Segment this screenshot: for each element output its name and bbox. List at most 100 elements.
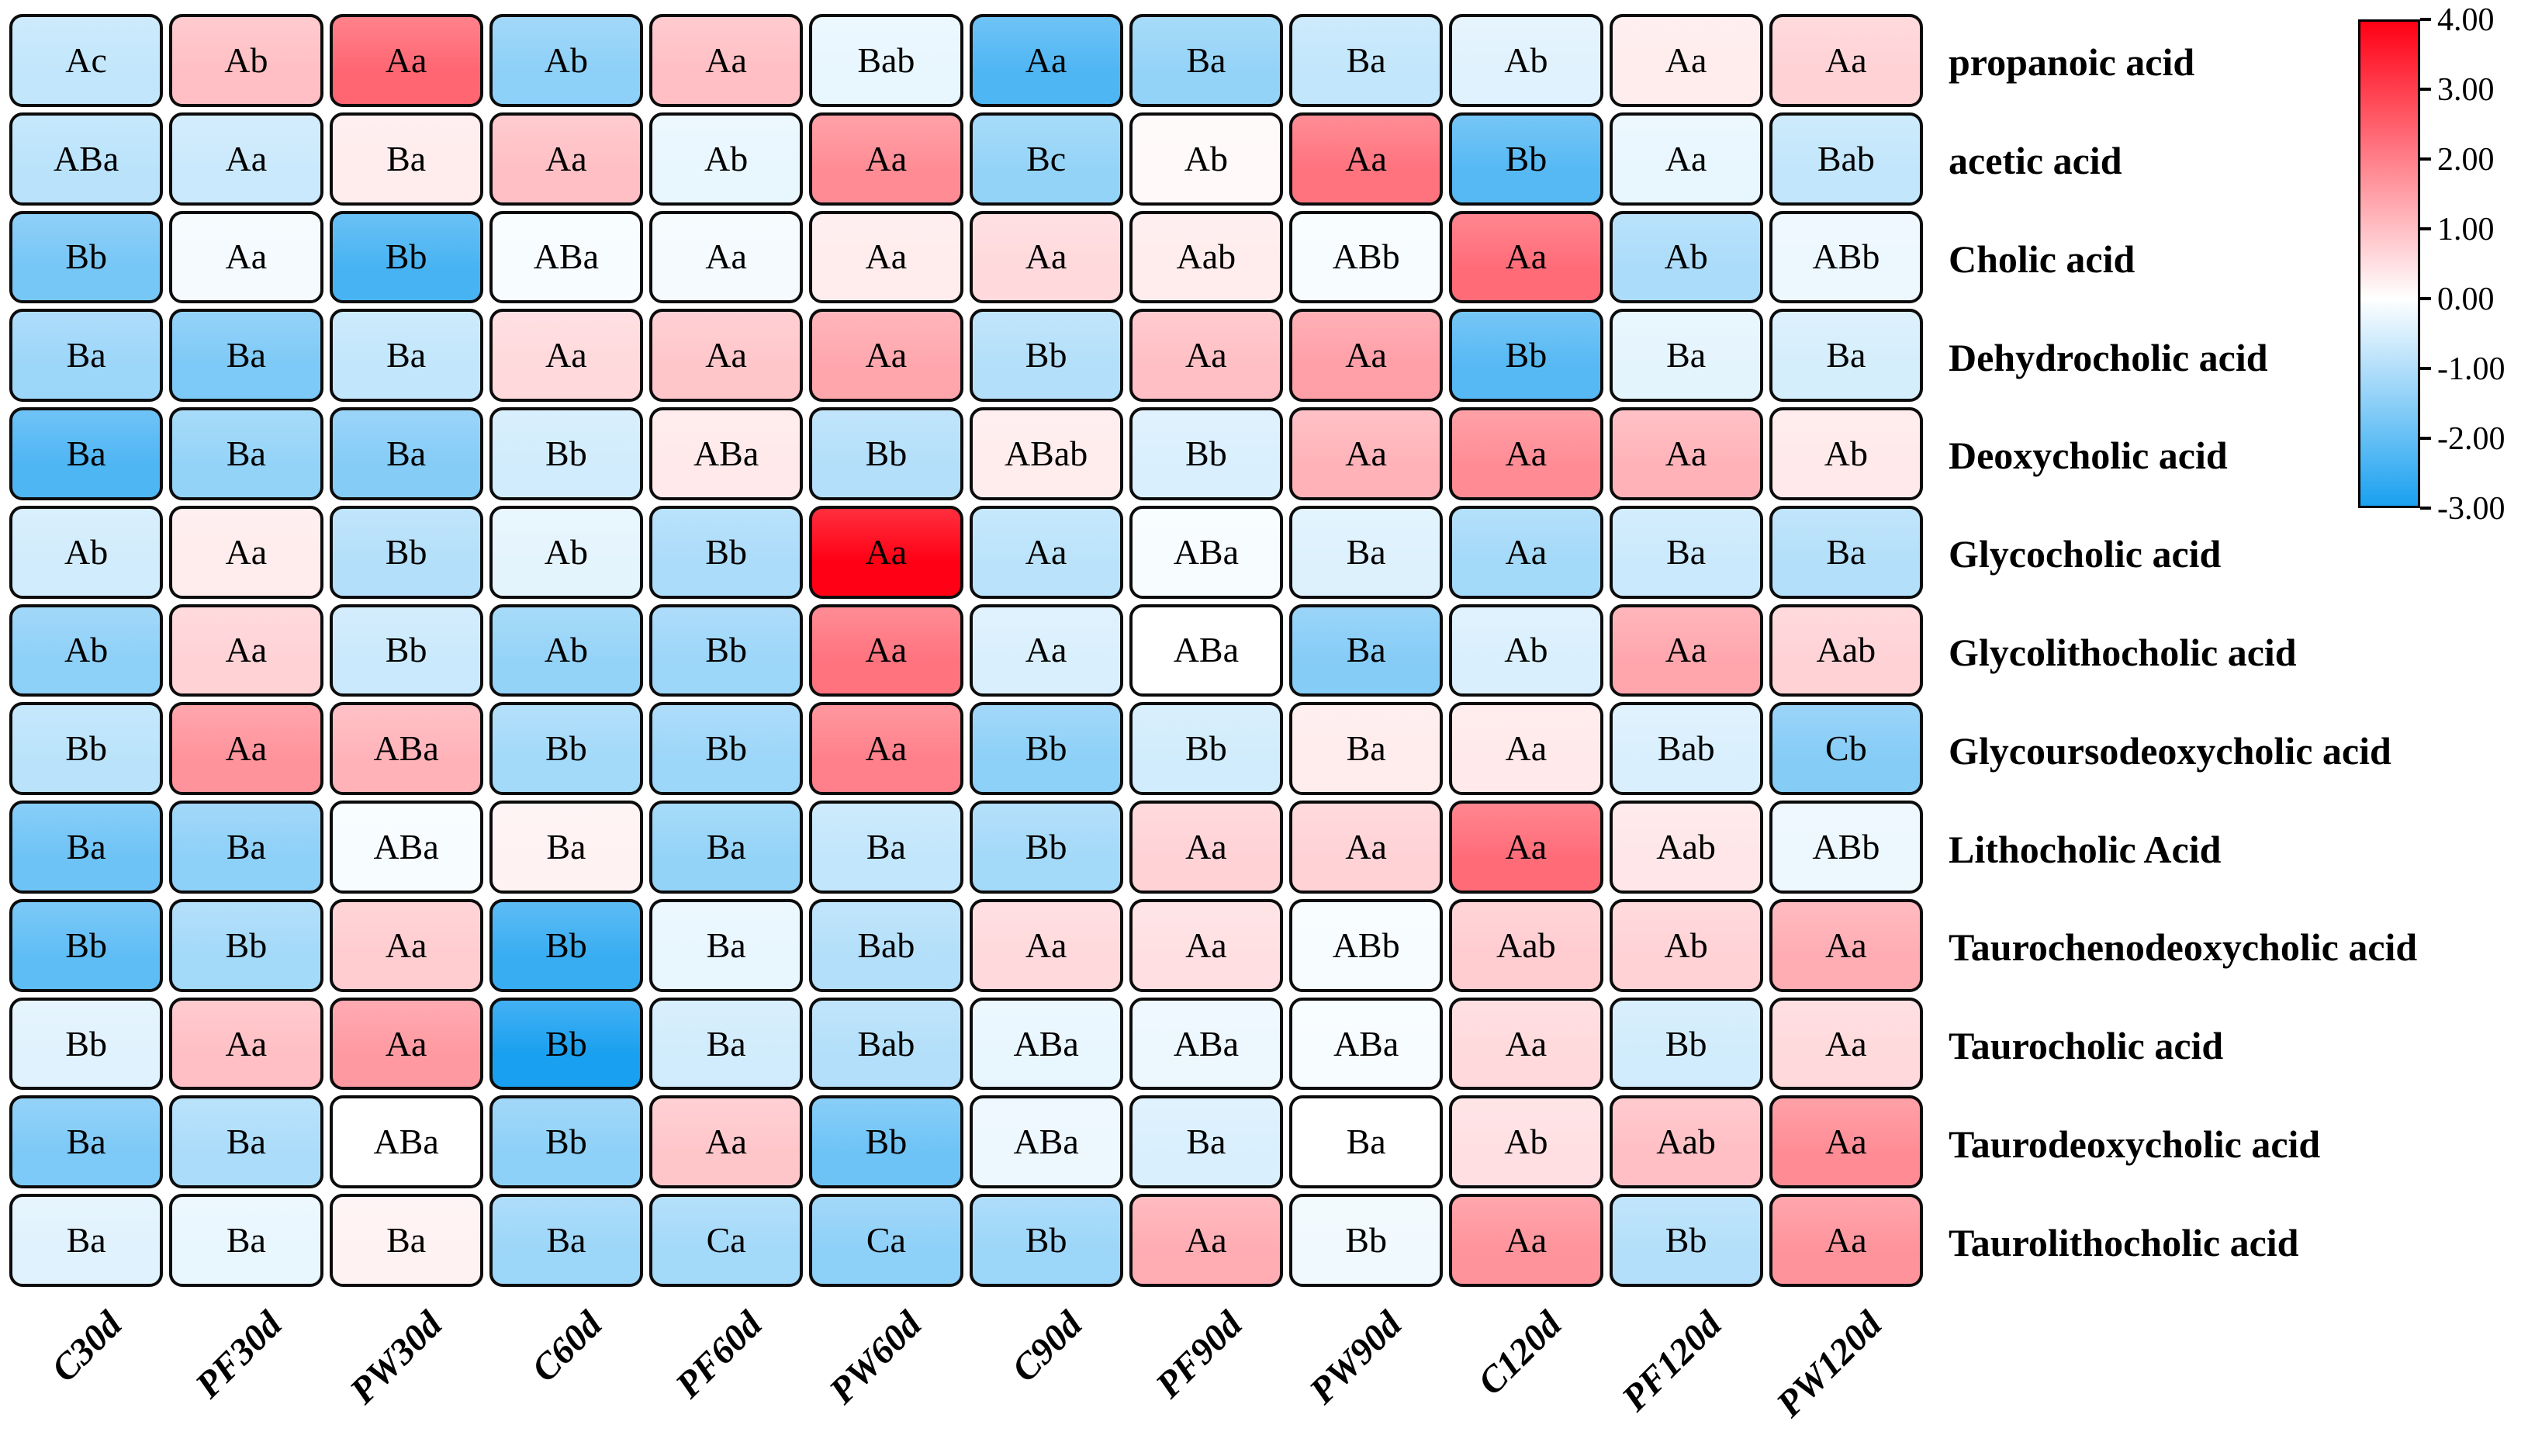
heatmap-cell: Ab — [1609, 210, 1763, 304]
cell-significance-label: Ac — [65, 40, 107, 80]
heatmap-cell: Aa — [809, 702, 963, 796]
heatmap-cell: Aa — [1769, 997, 1923, 1091]
cell-significance-label: Aa — [225, 237, 268, 277]
heatmap-cell: ABa — [329, 801, 483, 894]
heatmap-cell: Bb — [809, 1095, 963, 1189]
heatmap-cell: Aa — [1289, 801, 1444, 894]
cell-significance-label: Aab — [1176, 237, 1236, 277]
cell-significance-label: ABa — [1173, 630, 1240, 670]
cell-significance-label: Aab — [1496, 925, 1556, 965]
row-label: Taurocholic acid — [1949, 1023, 2224, 1067]
heatmap-cell: Aa — [1449, 997, 1603, 1091]
cell-significance-label: Bb — [65, 1023, 107, 1063]
heatmap-cell: Ba — [9, 309, 164, 403]
heatmap-cell: Ba — [1289, 603, 1444, 697]
heatmap-cell: Aa — [1609, 112, 1763, 206]
heatmap-cell: Ba — [1769, 309, 1923, 403]
cell-significance-label: Bb — [385, 237, 427, 277]
heatmap-cell: Bb — [329, 210, 483, 304]
heatmap-cell: Aa — [1129, 801, 1283, 894]
heatmap-cell: Bab — [1609, 702, 1763, 796]
colorbar-tick-label: 1.00 — [2437, 212, 2495, 247]
colorbar-tick — [2420, 367, 2431, 370]
cell-significance-label: Bab — [1817, 138, 1875, 178]
cell-significance-label: Bb — [545, 1023, 587, 1063]
heatmap-cell: Ba — [1129, 14, 1283, 107]
cell-significance-label: ABa — [1173, 1023, 1240, 1063]
cell-significance-label: Ba — [1666, 531, 1707, 572]
cell-significance-label: Bb — [1345, 1220, 1387, 1261]
cell-significance-label: Bb — [545, 925, 587, 965]
heatmap-cell: Bb — [9, 898, 164, 992]
colorbar-tick-label: 0.00 — [2437, 282, 2495, 317]
colorbar-tick — [2420, 227, 2431, 230]
cell-significance-label: Ca — [866, 1220, 906, 1261]
heatmap-cell: Aa — [1289, 309, 1444, 403]
cell-significance-label: Bb — [1665, 1220, 1707, 1261]
heatmap-cell: Ba — [1289, 505, 1444, 599]
cell-significance-label: Aa — [225, 728, 268, 769]
cell-significance-label: Bb — [385, 531, 427, 572]
heatmap-cell: Bb — [1129, 702, 1283, 796]
cell-significance-label: ABb — [1812, 237, 1880, 277]
cell-significance-label: Bb — [1025, 728, 1067, 769]
heatmap-cell: ABa — [1129, 603, 1283, 697]
row-label: Lithocholic Acid — [1949, 827, 2222, 871]
cell-significance-label: Ba — [1346, 531, 1386, 572]
cell-significance-label: Ab — [544, 630, 588, 670]
heatmap-cell: Aa — [1289, 112, 1444, 206]
row-label: Deoxycholic acid — [1949, 434, 2228, 478]
cell-significance-label: Ab — [704, 138, 749, 178]
cell-significance-label: Aa — [705, 237, 747, 277]
cell-significance-label: Bb — [705, 630, 747, 670]
heatmap-cell: Cb — [1769, 702, 1923, 796]
heatmap-cell: Aa — [1769, 1095, 1923, 1189]
heatmap-cell: Ba — [649, 898, 804, 992]
cell-significance-label: Aa — [865, 531, 908, 572]
cell-significance-label: ABa — [373, 1122, 439, 1162]
heatmap-cell: Ab — [489, 14, 643, 107]
row-label: Taurochenodeoxycholic acid — [1949, 925, 2418, 970]
heatmap-cell: Ba — [1609, 505, 1763, 599]
heatmap-cell: Aa — [1449, 801, 1603, 894]
cell-significance-label: Ab — [544, 40, 588, 80]
heatmap-cell: Aa — [169, 210, 323, 304]
heatmap-cell: Bb — [329, 603, 483, 697]
cell-significance-label: Bab — [857, 925, 915, 965]
heatmap-cell: ABa — [329, 1095, 483, 1189]
heatmap-cell: Ba — [9, 407, 164, 500]
cell-significance-label: Ba — [706, 827, 746, 867]
cell-significance-label: ABa — [1013, 1023, 1079, 1063]
heatmap-cell: Aa — [1609, 407, 1763, 500]
colorbar-tick-label: -1.00 — [2437, 351, 2506, 387]
heatmap-cell: Ba — [169, 1095, 323, 1189]
cell-significance-label: Bb — [705, 728, 747, 769]
cell-significance-label: Bb — [1025, 1220, 1067, 1261]
heatmap-cell: Bb — [1609, 997, 1763, 1091]
cell-significance-label: Ba — [1346, 40, 1386, 80]
heatmap-cell: Ba — [329, 309, 483, 403]
cell-significance-label: Aa — [705, 1122, 747, 1162]
heatmap-cell: Ab — [1449, 1095, 1603, 1189]
heatmap-cell: Aa — [329, 997, 483, 1091]
heatmap-cell: Ba — [169, 801, 323, 894]
heatmap-cell: Ca — [649, 1194, 804, 1287]
cell-significance-label: Ba — [1186, 40, 1226, 80]
heatmap-cell: Bb — [969, 1194, 1123, 1287]
heatmap-cell: Aa — [809, 603, 963, 697]
colorbar-tick-label: -2.00 — [2437, 421, 2506, 457]
cell-significance-label: Bb — [1185, 433, 1227, 473]
heatmap-cell: Bb — [489, 407, 643, 500]
cell-significance-label: Bb — [65, 925, 107, 965]
cell-significance-label: Aa — [225, 630, 268, 670]
cell-significance-label: Bb — [1025, 827, 1067, 867]
heatmap-cell: Bb — [1129, 407, 1283, 500]
heatmap-cell: Ca — [809, 1194, 963, 1287]
heatmap-cell: Ba — [1289, 14, 1444, 107]
cell-significance-label: Aa — [225, 1023, 268, 1063]
cell-significance-label: Ba — [1826, 335, 1866, 375]
cell-significance-label: Ba — [66, 433, 106, 473]
cell-significance-label: Bc — [1026, 138, 1067, 178]
heatmap-cell: Aa — [169, 112, 323, 206]
cell-significance-label: Bb — [705, 531, 747, 572]
